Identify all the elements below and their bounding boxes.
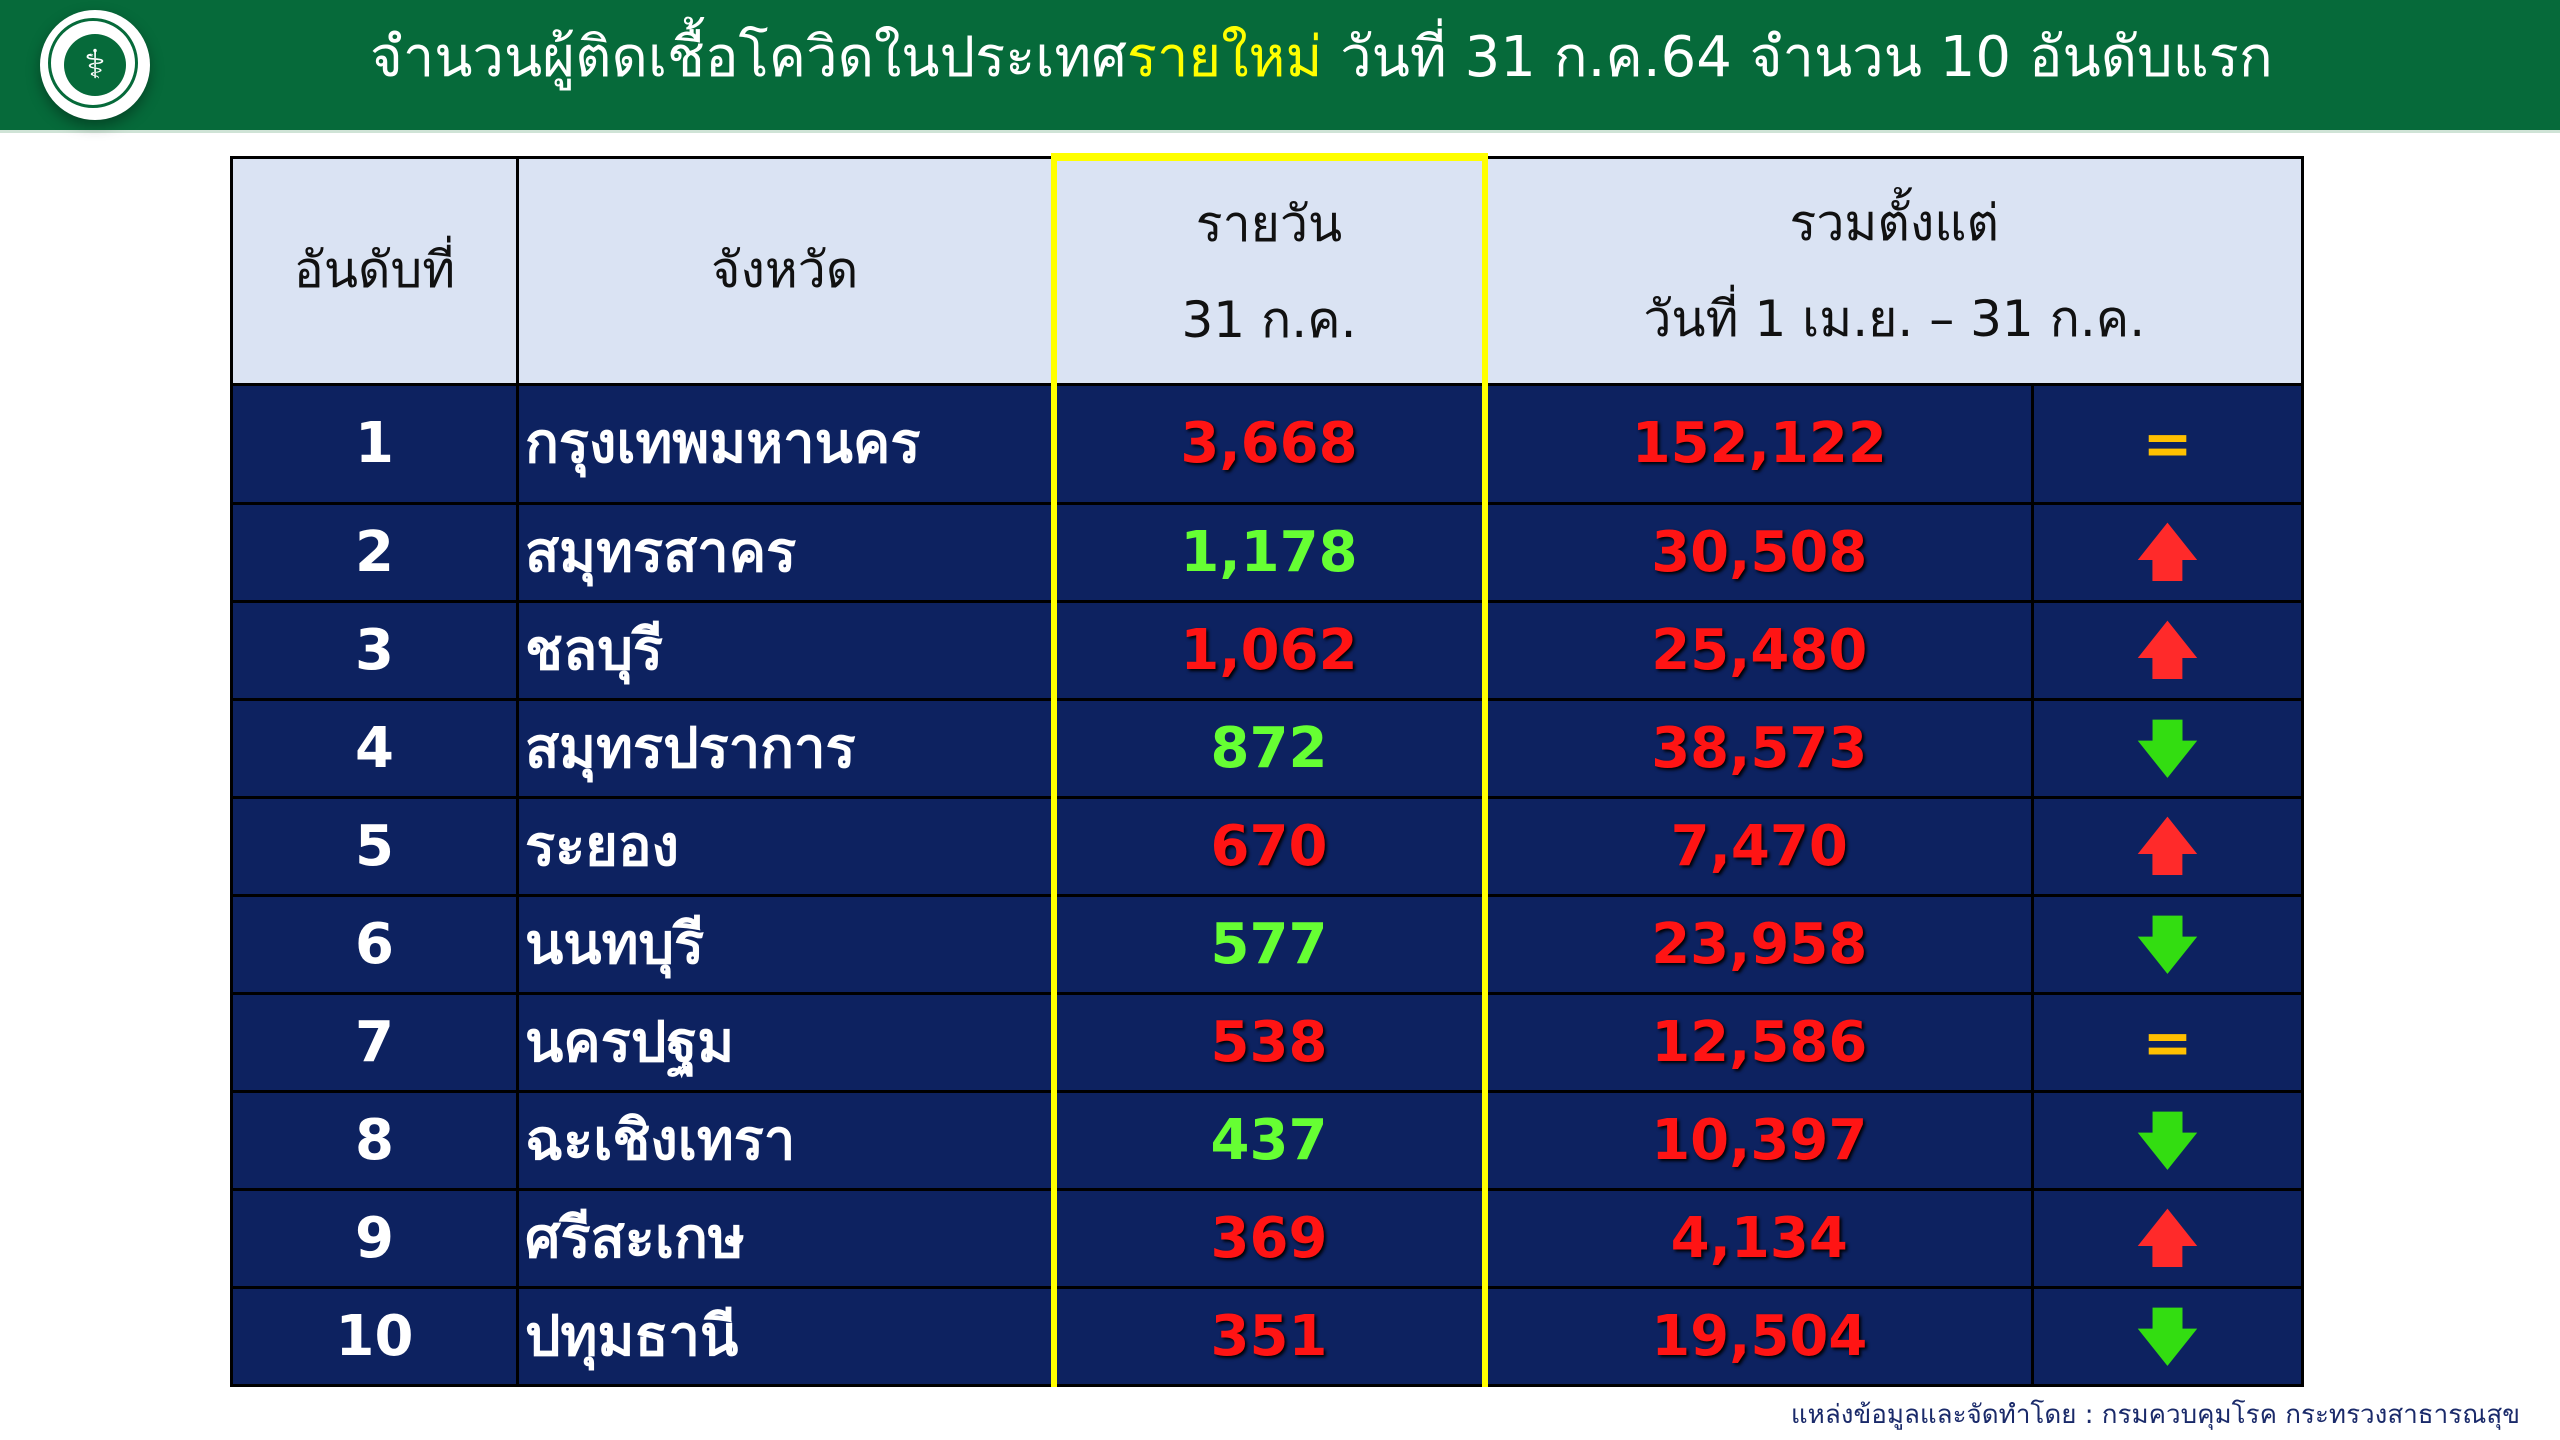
title-highlight: รายใหม่	[1126, 25, 1323, 90]
province-cell: ชลบุรี	[516, 600, 1055, 701]
header-cumulative-line2: วันที่ 1 เม.ย. – 31 ก.ค.	[1643, 289, 2146, 348]
cumulative-cases-cell: 4,134	[1483, 1188, 2034, 1289]
rank-cell: 3	[230, 600, 519, 701]
cumulative-cases-cell: 12,586	[1483, 992, 2034, 1093]
table-row: 4 สมุทรปราการ 872 38,573 🡇	[230, 698, 2304, 799]
rank-cell: 2	[230, 502, 519, 603]
rank-cell: 7	[230, 992, 519, 1093]
header-province: จังหวัด	[516, 155, 1055, 386]
header-cumulative: รวมตั้งแต่วันที่ 1 เม.ย. – 31 ก.ค.	[1483, 155, 2304, 386]
title-prefix: จำนวนผู้ติดเชื้อโควิดในประเทศ	[370, 25, 1127, 90]
title-suffix: วันที่ 31 ก.ค.64 จำนวน 10 อันดับแรก	[1322, 25, 2273, 90]
cumulative-cases-cell: 30,508	[1483, 502, 2034, 603]
daily-cases-cell: 3,668	[1050, 383, 1488, 505]
province-cell: ฉะเชิงเทรา	[516, 1090, 1055, 1191]
table-row: 3 ชลบุรี 1,062 25,480 🡅	[230, 600, 2304, 701]
arrow-up-icon: 🡅	[2031, 600, 2304, 701]
province-cell: ปทุมธานี	[516, 1286, 1055, 1387]
province-cell: นนทบุรี	[516, 894, 1055, 995]
rank-cell: 5	[230, 796, 519, 897]
daily-cases-cell: 577	[1050, 894, 1488, 995]
header-daily-line2: 31 ก.ค.	[1181, 291, 1357, 349]
header-cumulative-line1: รวมตั้งแต่	[1789, 193, 1999, 252]
cumulative-cases-cell: 38,573	[1483, 698, 2034, 799]
page-title: จำนวนผู้ติดเชื้อโควิดในประเทศรายใหม่ วัน…	[370, 18, 2273, 98]
top10-table: อันดับที่ จังหวัด รายวัน 31 ก.ค. รวมตั้งแ…	[230, 153, 2304, 1387]
daily-cases-cell: 538	[1050, 992, 1488, 1093]
province-cell: สมุทรปราการ	[516, 698, 1055, 799]
table-row: 2 สมุทรสาคร 1,178 30,508 🡅	[230, 502, 2304, 603]
equal-icon: =	[2031, 992, 2304, 1093]
cumulative-cases-cell: 152,122	[1483, 383, 2034, 505]
province-cell: ระยอง	[516, 796, 1055, 897]
daily-cases-cell: 872	[1050, 698, 1488, 799]
rank-cell: 4	[230, 698, 519, 799]
arrow-up-icon: 🡅	[2031, 1188, 2304, 1289]
table-row: 6 นนทบุรี 577 23,958 🡇	[230, 894, 2304, 995]
province-cell: ศรีสะเกษ	[516, 1188, 1055, 1289]
header-rank: อันดับที่	[230, 155, 519, 386]
table-row: 8 ฉะเชิงเทรา 437 10,397 🡇	[230, 1090, 2304, 1191]
ministry-seal-logo: ⚕	[40, 10, 150, 120]
daily-cases-cell: 437	[1050, 1090, 1488, 1191]
cumulative-cases-cell: 19,504	[1483, 1286, 2034, 1387]
rank-cell: 8	[230, 1090, 519, 1191]
daily-cases-cell: 1,178	[1050, 502, 1488, 603]
arrow-up-icon: 🡅	[2031, 796, 2304, 897]
arrow-down-icon: 🡇	[2031, 698, 2304, 799]
table-row: 9 ศรีสะเกษ 369 4,134 🡅	[230, 1188, 2304, 1289]
table-row: 5 ระยอง 670 7,470 🡅	[230, 796, 2304, 897]
header-daily-line1: รายวัน	[1195, 195, 1343, 253]
rank-cell: 6	[230, 894, 519, 995]
rank-cell: 1	[230, 383, 519, 505]
daily-cases-cell: 351	[1050, 1286, 1488, 1387]
province-cell: สมุทรสาคร	[516, 502, 1055, 603]
daily-cases-cell: 369	[1050, 1188, 1488, 1289]
arrow-down-icon: 🡇	[2031, 1090, 2304, 1191]
table-row: 10 ปทุมธานี 351 19,504 🡇	[230, 1286, 2304, 1387]
equal-icon: =	[2031, 383, 2304, 505]
daily-cases-cell: 1,062	[1050, 600, 1488, 701]
table-row: 7 นครปฐม 538 12,586 =	[230, 992, 2304, 1093]
daily-cases-cell: 670	[1050, 796, 1488, 897]
province-cell: กรุงเทพมหานคร	[516, 383, 1055, 505]
header-daily: รายวัน 31 ก.ค.	[1050, 153, 1488, 386]
arrow-down-icon: 🡇	[2031, 1286, 2304, 1387]
rank-cell: 10	[230, 1286, 519, 1387]
table-row: 1 กรุงเทพมหานคร 3,668 152,122 =	[230, 383, 2304, 505]
rank-cell: 9	[230, 1188, 519, 1289]
province-cell: นครปฐม	[516, 992, 1055, 1093]
cumulative-cases-cell: 23,958	[1483, 894, 2034, 995]
table-header-row: อันดับที่ จังหวัด รายวัน 31 ก.ค. รวมตั้งแ…	[230, 153, 2304, 386]
cumulative-cases-cell: 25,480	[1483, 600, 2034, 701]
cumulative-cases-cell: 10,397	[1483, 1090, 2034, 1191]
cumulative-cases-cell: 7,470	[1483, 796, 2034, 897]
title-banner: ⚕ จำนวนผู้ติดเชื้อโควิดในประเทศรายใหม่ ว…	[0, 0, 2560, 133]
arrow-up-icon: 🡅	[2031, 502, 2304, 603]
arrow-down-icon: 🡇	[2031, 894, 2304, 995]
source-footer: แหล่งข้อมูลและจัดทำโดย : กรมควบคุมโรค กร…	[1790, 1400, 2520, 1430]
